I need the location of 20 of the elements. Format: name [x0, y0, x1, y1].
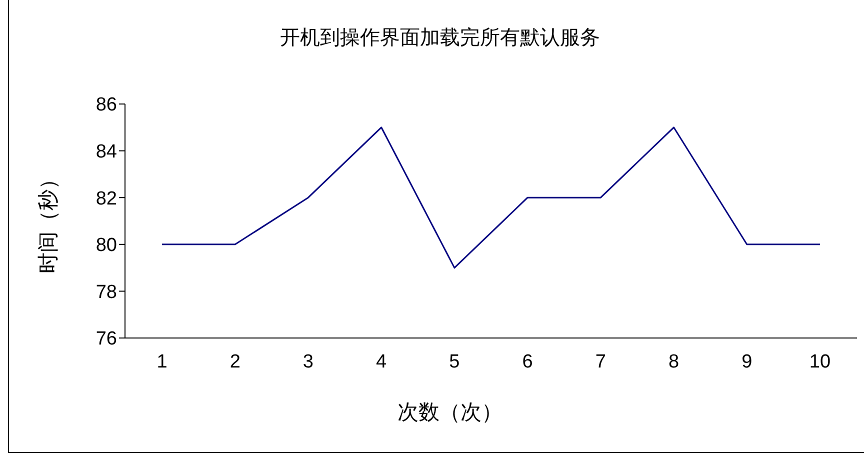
- y-tick-label: 84: [96, 142, 118, 163]
- x-axis-title: 次数（次）: [398, 400, 502, 426]
- x-tick-label: 6: [522, 351, 533, 372]
- chart-title: 开机到操作界面加载完所有默认服务: [279, 26, 601, 51]
- x-tick-label: 3: [302, 351, 314, 372]
- x-tick-label: 1: [156, 351, 168, 372]
- y-tick-label: 80: [96, 235, 117, 256]
- x-tick-label: 9: [742, 351, 752, 372]
- y-tick-label: 78: [96, 282, 117, 303]
- x-tick-label: 4: [376, 351, 388, 372]
- line-series: [161, 126, 821, 269]
- x-tick-label: 7: [595, 351, 606, 372]
- y-tick-label: 86: [96, 94, 117, 116]
- x-tick-label: 2: [230, 351, 240, 372]
- x-tick-label: 8: [668, 351, 680, 372]
- y-tick-label: 82: [96, 188, 117, 210]
- x-tick-label: 5: [449, 351, 460, 372]
- x-tick-label: 10: [809, 351, 831, 372]
- y-tick-label: 76: [96, 328, 117, 350]
- y-axis-title: 时间（秒）: [36, 168, 61, 274]
